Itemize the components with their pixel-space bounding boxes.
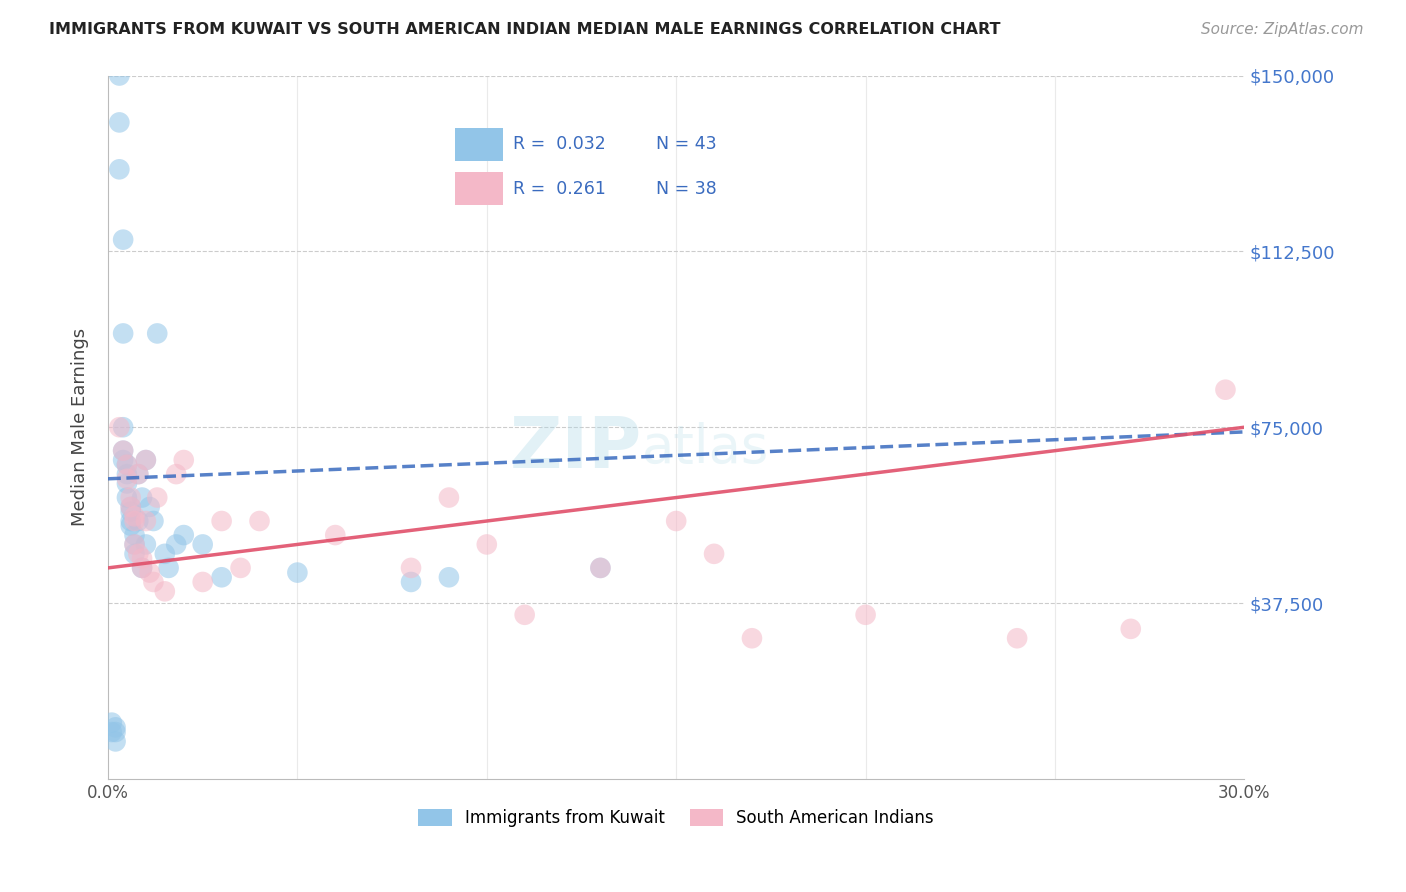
Point <box>120 505 142 519</box>
Point <box>146 326 169 341</box>
Point <box>127 467 149 482</box>
Point <box>589 561 612 575</box>
Point <box>173 453 195 467</box>
Point <box>112 453 135 467</box>
Point <box>589 561 612 575</box>
Text: IMMIGRANTS FROM KUWAIT VS SOUTH AMERICAN INDIAN MEDIAN MALE EARNINGS CORRELATION: IMMIGRANTS FROM KUWAIT VS SOUTH AMERICAN… <box>49 22 1001 37</box>
Point <box>229 561 252 575</box>
Text: atlas: atlas <box>643 422 769 475</box>
Point <box>108 69 131 83</box>
Point <box>855 607 877 622</box>
Point <box>153 584 176 599</box>
Point <box>165 537 187 551</box>
Point <box>437 570 460 584</box>
Point <box>127 467 149 482</box>
Point <box>135 514 157 528</box>
Point <box>104 734 127 748</box>
Point <box>120 491 142 505</box>
Point <box>101 725 124 739</box>
Point <box>131 491 153 505</box>
Point <box>124 509 146 524</box>
Point <box>131 561 153 575</box>
Point <box>112 443 135 458</box>
Point <box>124 514 146 528</box>
Point <box>703 547 725 561</box>
Point <box>146 491 169 505</box>
Point <box>142 514 165 528</box>
Point <box>115 491 138 505</box>
Point <box>399 574 422 589</box>
Point <box>124 528 146 542</box>
Point <box>191 537 214 551</box>
Legend: Immigrants from Kuwait, South American Indians: Immigrants from Kuwait, South American I… <box>412 803 941 834</box>
Point <box>112 443 135 458</box>
Point <box>399 561 422 575</box>
Point <box>131 551 153 566</box>
Point <box>249 514 271 528</box>
Point <box>115 467 138 482</box>
Point <box>475 537 498 551</box>
Point <box>665 514 688 528</box>
Point <box>741 632 763 646</box>
Point <box>112 326 135 341</box>
Point <box>112 420 135 434</box>
Point <box>131 561 153 575</box>
Point <box>287 566 309 580</box>
Text: Source: ZipAtlas.com: Source: ZipAtlas.com <box>1201 22 1364 37</box>
Point <box>120 500 142 514</box>
Point <box>173 528 195 542</box>
Point <box>127 547 149 561</box>
Point <box>323 528 346 542</box>
Point <box>153 547 176 561</box>
Point <box>124 537 146 551</box>
Point <box>1005 632 1028 646</box>
Point <box>120 518 142 533</box>
Point <box>108 115 131 129</box>
Point <box>124 547 146 561</box>
Point <box>108 162 131 177</box>
Y-axis label: Median Male Earnings: Median Male Earnings <box>72 328 89 526</box>
Point <box>138 566 160 580</box>
Point <box>101 715 124 730</box>
Point <box>138 500 160 514</box>
Point <box>135 537 157 551</box>
Point <box>165 467 187 482</box>
Point <box>120 514 142 528</box>
Text: ZIP: ZIP <box>510 414 643 483</box>
Point <box>135 453 157 467</box>
Point <box>115 476 138 491</box>
Point <box>104 725 127 739</box>
Point <box>513 607 536 622</box>
Point <box>142 574 165 589</box>
Point <box>157 561 180 575</box>
Point <box>124 537 146 551</box>
Point <box>191 574 214 589</box>
Point <box>104 720 127 734</box>
Point <box>135 453 157 467</box>
Point <box>127 514 149 528</box>
Point <box>211 514 233 528</box>
Point <box>120 500 142 514</box>
Point <box>1119 622 1142 636</box>
Point <box>115 458 138 472</box>
Point <box>437 491 460 505</box>
Point <box>108 420 131 434</box>
Point <box>115 472 138 486</box>
Point <box>211 570 233 584</box>
Point <box>1215 383 1237 397</box>
Point <box>115 458 138 472</box>
Point <box>112 233 135 247</box>
